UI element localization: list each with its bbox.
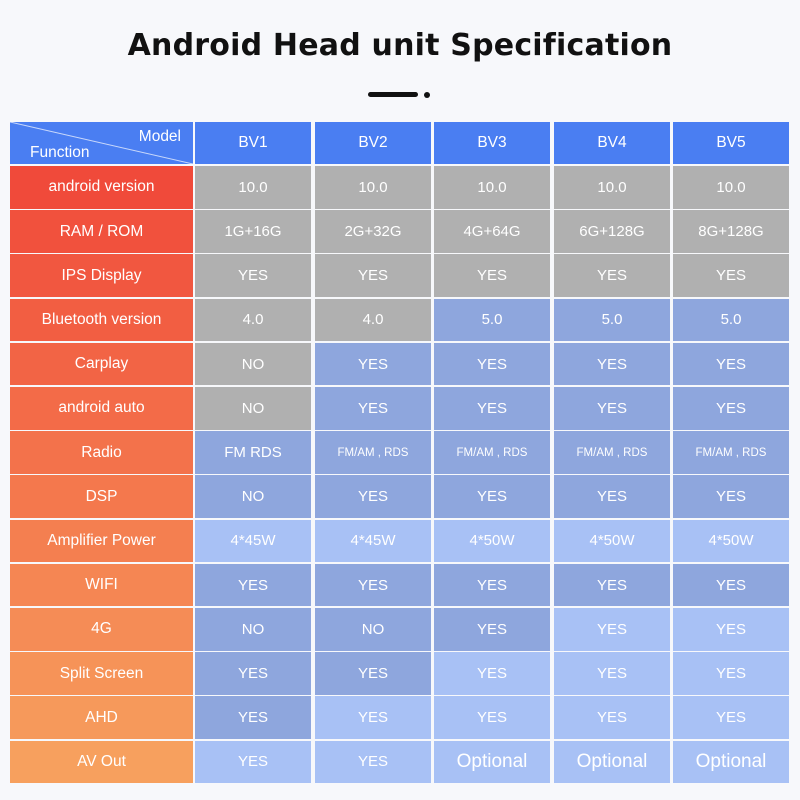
- spec-cell: FM RDS: [195, 431, 311, 474]
- row-label: Split Screen: [10, 652, 193, 695]
- spec-cell: FM/AM , RDS: [554, 431, 670, 474]
- spec-cell: FM/AM , RDS: [315, 431, 431, 474]
- spec-cell: YES: [554, 696, 670, 740]
- spec-cell: Optional: [434, 740, 550, 784]
- row-label: Radio: [10, 431, 193, 474]
- spec-cell: YES: [195, 563, 311, 607]
- spec-cell: 4.0: [195, 298, 311, 342]
- spec-cell: YES: [315, 254, 431, 298]
- header-model-bv3: BV3: [434, 122, 550, 164]
- spec-cell: YES: [434, 696, 550, 740]
- spec-cell: 5.0: [673, 298, 789, 342]
- spec-cell: 4G+64G: [434, 210, 550, 253]
- spec-cell: YES: [673, 342, 789, 386]
- table-corner-header: Model Function: [10, 122, 193, 164]
- row-label: IPS Display: [10, 254, 193, 298]
- header-model-bv2: BV2: [315, 122, 431, 164]
- spec-cell: 4*45W: [315, 519, 431, 563]
- spec-cell: YES: [434, 608, 550, 651]
- spec-cell: YES: [315, 387, 431, 430]
- spec-cell: YES: [315, 652, 431, 695]
- spec-cell: 4*45W: [195, 519, 311, 563]
- spec-cell: YES: [315, 740, 431, 784]
- row-label: 4G: [10, 608, 193, 651]
- spec-cell: 4.0: [315, 298, 431, 342]
- header-model-bv4: BV4: [554, 122, 670, 164]
- spec-cell: YES: [195, 740, 311, 784]
- row-label: AV Out: [10, 740, 193, 784]
- spec-cell: 5.0: [434, 298, 550, 342]
- spec-cell: NO: [315, 608, 431, 651]
- spec-cell: 10.0: [315, 166, 431, 209]
- page-title: Android Head unit Specification: [127, 28, 673, 63]
- spec-cell: YES: [554, 563, 670, 607]
- spec-cell: NO: [195, 342, 311, 386]
- spec-cell: YES: [195, 652, 311, 695]
- spec-cell: 10.0: [195, 166, 311, 209]
- spec-cell: YES: [434, 387, 550, 430]
- spec-cell: 4*50W: [673, 519, 789, 563]
- row-label: AHD: [10, 696, 193, 740]
- spec-cell: YES: [315, 696, 431, 740]
- spec-cell: YES: [315, 475, 431, 519]
- spec-table: Model Function BV1 BV2 BV3 BV4 BV5 android ve…: [10, 122, 789, 784]
- corner-function-label: Function: [30, 144, 90, 161]
- spec-cell: YES: [673, 696, 789, 740]
- spec-cell: YES: [434, 342, 550, 386]
- spec-cell: YES: [434, 475, 550, 519]
- spec-cell: 6G+128G: [554, 210, 670, 253]
- spec-cell: YES: [554, 254, 670, 298]
- spec-cell: YES: [195, 254, 311, 298]
- spec-cell: 5.0: [554, 298, 670, 342]
- spec-cell: FM/AM , RDS: [673, 431, 789, 474]
- spec-cell: 1G+16G: [195, 210, 311, 253]
- spec-cell: FM/AM , RDS: [434, 431, 550, 474]
- spec-cell: NO: [195, 475, 311, 519]
- spec-cell: YES: [673, 652, 789, 695]
- spec-cell: 10.0: [434, 166, 550, 209]
- spec-cell: YES: [673, 254, 789, 298]
- row-label: Amplifier Power: [10, 519, 193, 563]
- row-label: Bluetooth version: [10, 298, 193, 342]
- corner-model-label: Model: [138, 128, 181, 145]
- spec-cell: 10.0: [673, 166, 789, 209]
- spec-cell: 8G+128G: [673, 210, 789, 253]
- spec-cell: YES: [673, 608, 789, 651]
- spec-cell: YES: [673, 475, 789, 519]
- corner-diagonal: [10, 122, 193, 164]
- spec-cell: 2G+32G: [315, 210, 431, 253]
- spec-cell: NO: [195, 387, 311, 430]
- spec-cell: NO: [195, 608, 311, 651]
- header-model-bv1: BV1: [195, 122, 311, 164]
- title-underline: [368, 92, 418, 97]
- spec-cell: Optional: [554, 740, 670, 784]
- spec-cell: 4*50W: [434, 519, 550, 563]
- row-label: RAM / ROM: [10, 210, 193, 253]
- spec-cell: YES: [554, 652, 670, 695]
- spec-cell: YES: [554, 342, 670, 386]
- title-dot: [424, 91, 430, 98]
- row-label: android version: [10, 166, 193, 209]
- spec-cell: Optional: [673, 740, 789, 784]
- spec-cell: YES: [554, 475, 670, 519]
- spec-cell: YES: [554, 608, 670, 651]
- row-label: WIFI: [10, 563, 193, 607]
- spec-cell: YES: [315, 342, 431, 386]
- spec-cell: YES: [434, 254, 550, 298]
- spec-cell: YES: [434, 652, 550, 695]
- spec-cell: YES: [195, 696, 311, 740]
- header-model-bv5: BV5: [673, 122, 789, 164]
- row-label: android auto: [10, 387, 193, 430]
- spec-cell: YES: [434, 563, 550, 607]
- spec-cell: YES: [554, 387, 670, 430]
- row-label: Carplay: [10, 342, 193, 386]
- spec-cell: YES: [673, 563, 789, 607]
- spec-cell: YES: [673, 387, 789, 430]
- spec-cell: 4*50W: [554, 519, 670, 563]
- spec-cell: YES: [315, 563, 431, 607]
- spec-cell: 10.0: [554, 166, 670, 209]
- row-label: DSP: [10, 475, 193, 519]
